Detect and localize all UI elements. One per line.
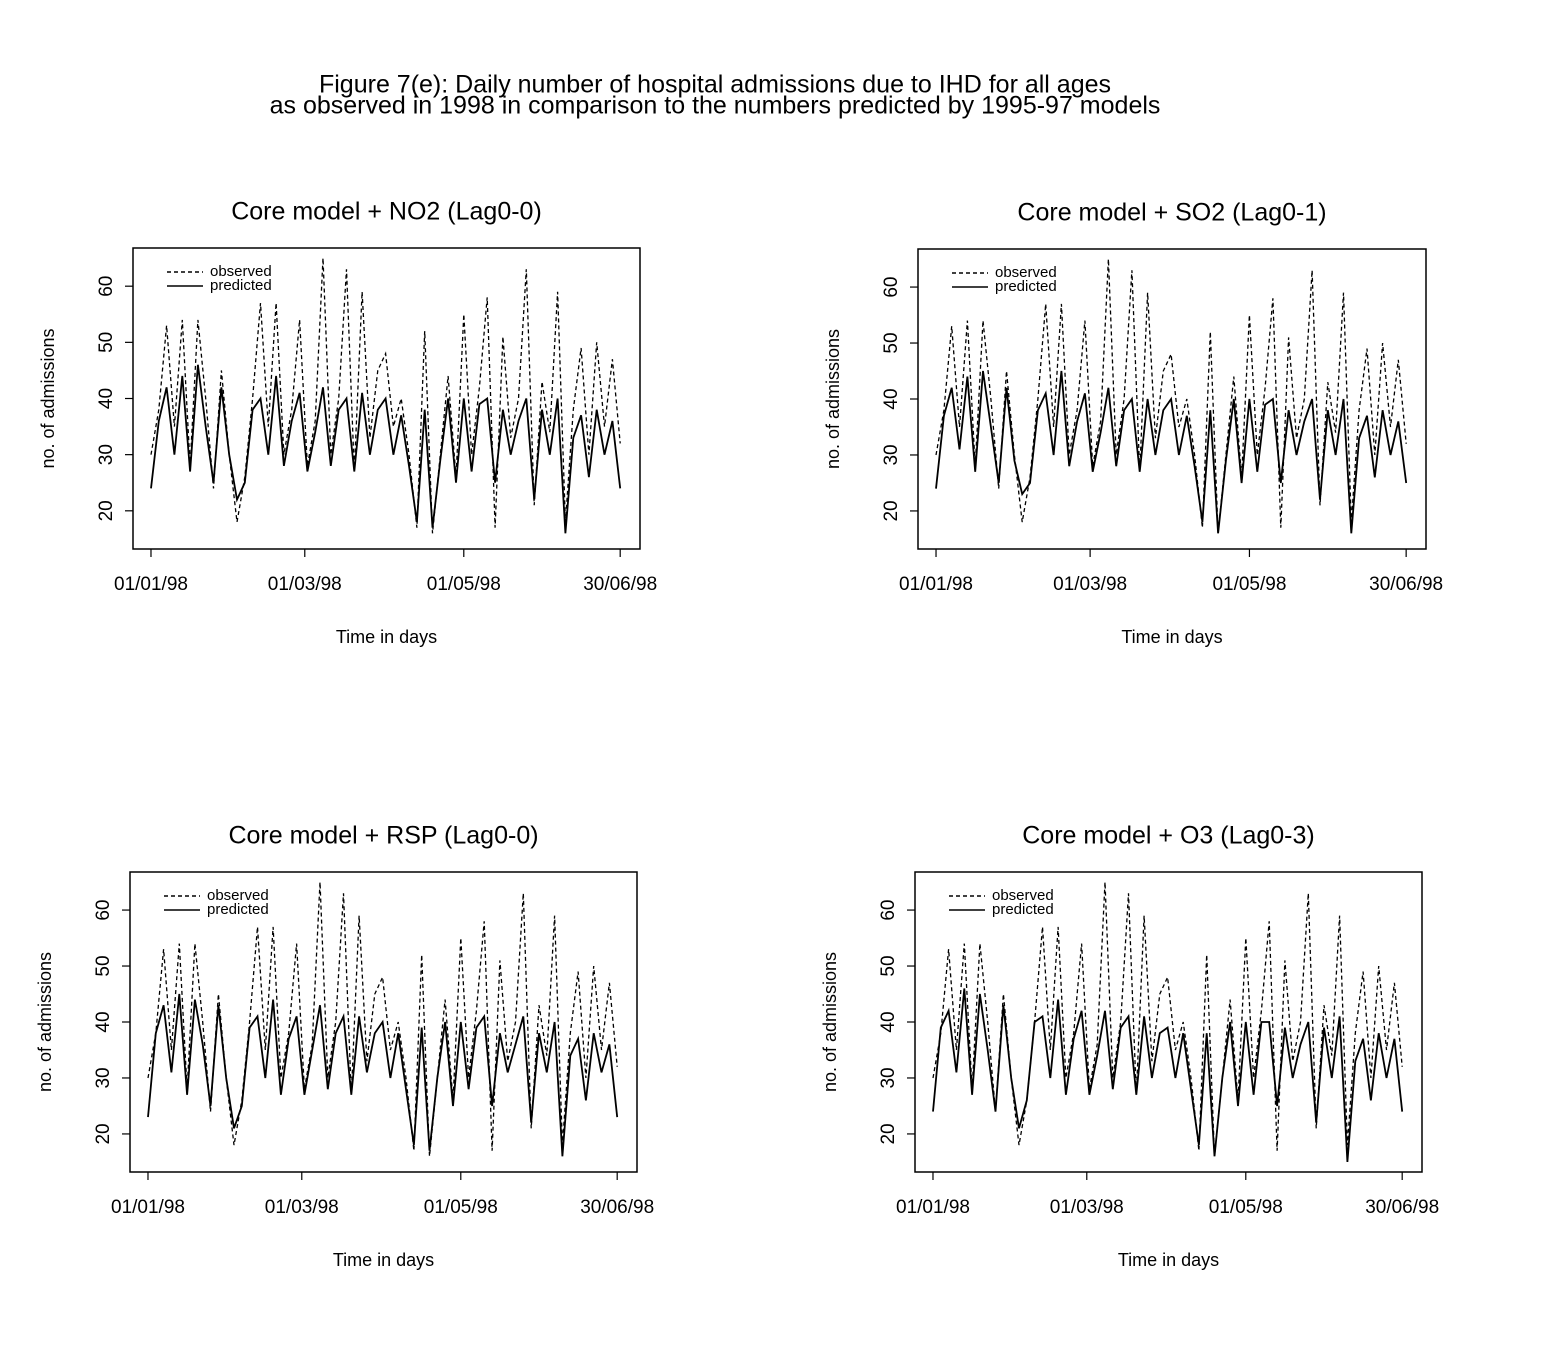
series-line <box>932 882 1403 1157</box>
y-axis-label: no. of admissions <box>820 952 840 1092</box>
legend-label: observed <box>207 887 269 904</box>
x-tick-label: 01/01/98 <box>899 574 973 595</box>
y-tick-label: 50 <box>93 955 114 976</box>
x-tick-label: 01/01/98 <box>114 574 188 595</box>
legend-label: observed <box>995 264 1057 281</box>
y-tick-label: 30 <box>96 444 117 465</box>
legend-label: observed <box>992 887 1054 904</box>
y-axis-label: no. of admissions <box>38 328 58 468</box>
y-tick-label: 50 <box>96 332 117 353</box>
series-line <box>935 370 1408 534</box>
x-axis-label: Time in days <box>333 1250 434 1270</box>
x-tick-label: 01/05/98 <box>1209 1197 1283 1218</box>
series-line <box>932 988 1404 1162</box>
x-tick-label: 01/05/98 <box>1212 574 1286 595</box>
legend-label: predicted <box>995 278 1057 295</box>
y-axis-label: no. of admissions <box>35 952 55 1092</box>
x-tick-label: 30/06/98 <box>580 1197 654 1218</box>
y-tick-label: 40 <box>881 388 902 409</box>
y-tick-label: 30 <box>878 1067 899 1088</box>
x-axis-label: Time in days <box>1118 1250 1219 1270</box>
x-axis-label: Time in days <box>1121 627 1222 647</box>
x-tick-label: 01/03/98 <box>1053 574 1127 595</box>
x-tick-label: 30/06/98 <box>1369 574 1443 595</box>
y-tick-label: 20 <box>878 1123 899 1144</box>
chart-title: Core model + SO2 (Lag0-1) <box>1017 199 1326 227</box>
x-tick-label: 01/01/98 <box>111 1197 185 1218</box>
series-line <box>935 259 1407 534</box>
legend-label: predicted <box>992 901 1054 918</box>
series-line <box>147 993 619 1157</box>
figure-title: Figure 7(e): Daily number of hospital ad… <box>319 71 1111 99</box>
x-axis-label: Time in days <box>336 627 437 647</box>
x-tick-label: 01/03/98 <box>268 574 342 595</box>
chart-title: Core model + RSP (Lag0-0) <box>228 822 538 850</box>
x-tick-label: 30/06/98 <box>1365 1197 1439 1218</box>
chart-title: Core model + NO2 (Lag0-0) <box>231 198 542 226</box>
chart-title: Core model + O3 (Lag0-3) <box>1022 822 1315 850</box>
y-tick-label: 60 <box>96 276 117 297</box>
y-tick-label: 50 <box>878 955 899 976</box>
y-tick-label: 40 <box>93 1011 114 1032</box>
x-tick-label: 01/01/98 <box>896 1197 970 1218</box>
x-tick-label: 30/06/98 <box>583 574 657 595</box>
series-line <box>150 364 622 534</box>
y-tick-label: 40 <box>878 1011 899 1032</box>
x-tick-label: 01/05/98 <box>427 574 501 595</box>
y-tick-label: 20 <box>93 1123 114 1144</box>
x-tick-label: 01/05/98 <box>424 1197 498 1218</box>
y-tick-label: 40 <box>96 388 117 409</box>
figure-title: as observed in 1998 in comparison to the… <box>270 92 1161 120</box>
x-tick-label: 01/03/98 <box>265 1197 339 1218</box>
x-tick-label: 01/03/98 <box>1050 1197 1124 1218</box>
y-axis-label: no. of admissions <box>823 329 843 469</box>
y-tick-label: 50 <box>881 332 902 353</box>
y-tick-label: 20 <box>881 500 902 521</box>
y-tick-label: 30 <box>881 444 902 465</box>
y-tick-label: 60 <box>881 276 902 297</box>
y-tick-label: 30 <box>93 1067 114 1088</box>
legend-label: observed <box>210 263 272 280</box>
legend-label: predicted <box>207 901 269 918</box>
legend-label: predicted <box>210 277 272 294</box>
y-tick-label: 60 <box>878 899 899 920</box>
y-tick-label: 60 <box>93 899 114 920</box>
series-line <box>147 882 618 1157</box>
y-tick-label: 20 <box>96 500 117 521</box>
